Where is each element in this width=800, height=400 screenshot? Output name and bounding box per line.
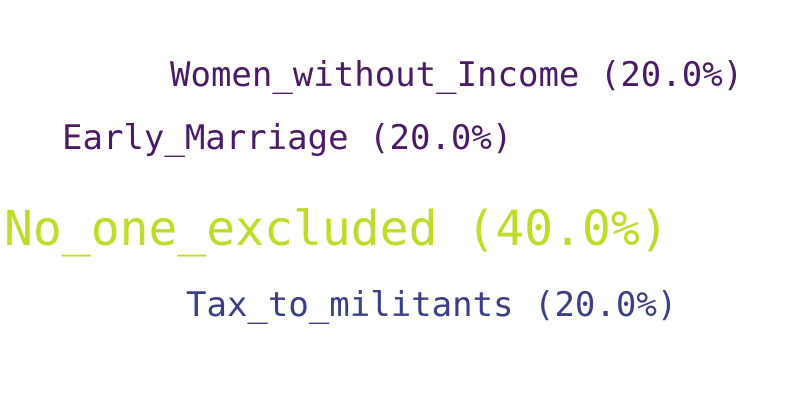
word-no-one-excluded: No_one_excluded (40.0%): [4, 201, 669, 257]
word-tax-to-militants: Tax_to_militants (20.0%): [186, 285, 677, 325]
word-early-marriage: Early_Marriage (20.0%): [62, 118, 512, 158]
word-women-without-income: Women_without_Income (20.0%): [170, 55, 743, 95]
